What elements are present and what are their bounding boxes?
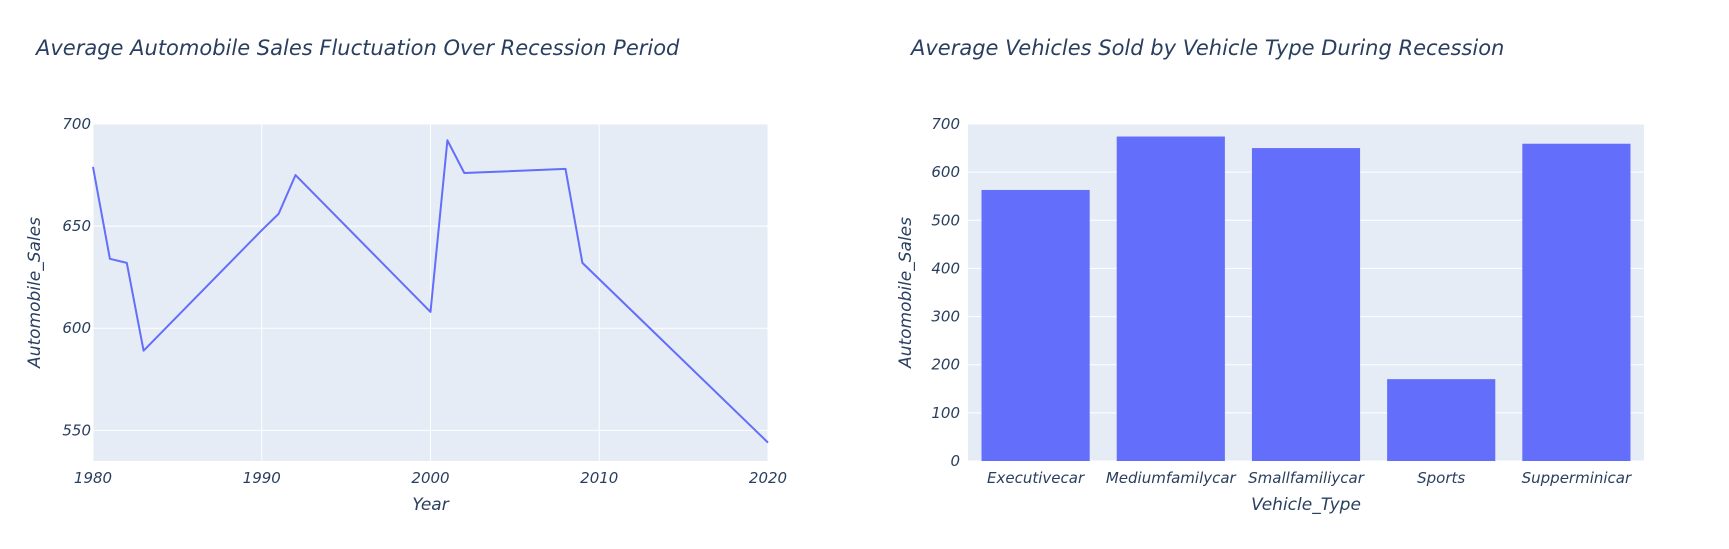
x-tick-label: 2010: [580, 469, 618, 487]
x-tick-label: 2020: [749, 469, 787, 487]
bar: [981, 189, 1090, 461]
bar-x-axis-title: Vehicle_Type: [1251, 495, 1361, 515]
x-tick-label: Supperminicar: [1522, 469, 1632, 487]
bar-y-axis-title: Automobile_Sales: [896, 217, 916, 369]
y-tick-label: 550: [62, 421, 91, 439]
bar: [1116, 136, 1225, 461]
x-tick-label: Sports: [1417, 469, 1465, 487]
bar: [1251, 148, 1361, 462]
x-tick-label: Executivecar: [987, 469, 1085, 487]
y-tick-label: 700: [62, 115, 91, 133]
y-tick-label: 600: [931, 163, 960, 181]
y-tick-label: 600: [62, 319, 91, 337]
bar: [1387, 379, 1496, 461]
y-tick-label: 100: [931, 404, 960, 422]
line-chart-title: Average Automobile Sales Fluctuation Ove…: [36, 36, 680, 60]
y-tick-label: 700: [931, 115, 960, 133]
x-tick-label: 1990: [243, 469, 281, 487]
line-y-axis-title: Automobile_Sales: [25, 217, 45, 369]
bar-chart-title: Average Vehicles Sold by Vehicle Type Du…: [911, 36, 1505, 60]
y-tick-label: 200: [931, 356, 960, 374]
bar: [1522, 143, 1631, 461]
x-tick-label: 1980: [74, 469, 112, 487]
y-tick-label: 500: [931, 211, 960, 229]
y-tick-label: 300: [931, 308, 960, 326]
line-chart: 1980 1990 2000 2010 2020 550 600 650 700 Year Auto…: [25, 115, 787, 515]
x-tick-label: 2000: [411, 469, 449, 487]
y-tick-label: 400: [931, 259, 960, 277]
x-tick-label: Mediumfamilycar: [1106, 469, 1237, 487]
line-x-axis-title: Year: [412, 495, 449, 515]
y-tick-label: 650: [62, 217, 91, 235]
x-tick-label: Smallfamiliycar: [1248, 469, 1365, 487]
y-tick-label: 0: [950, 452, 960, 470]
bar-chart: 0 100 200 300 400 500 600 700 Executivecar Medium…: [896, 115, 1644, 515]
